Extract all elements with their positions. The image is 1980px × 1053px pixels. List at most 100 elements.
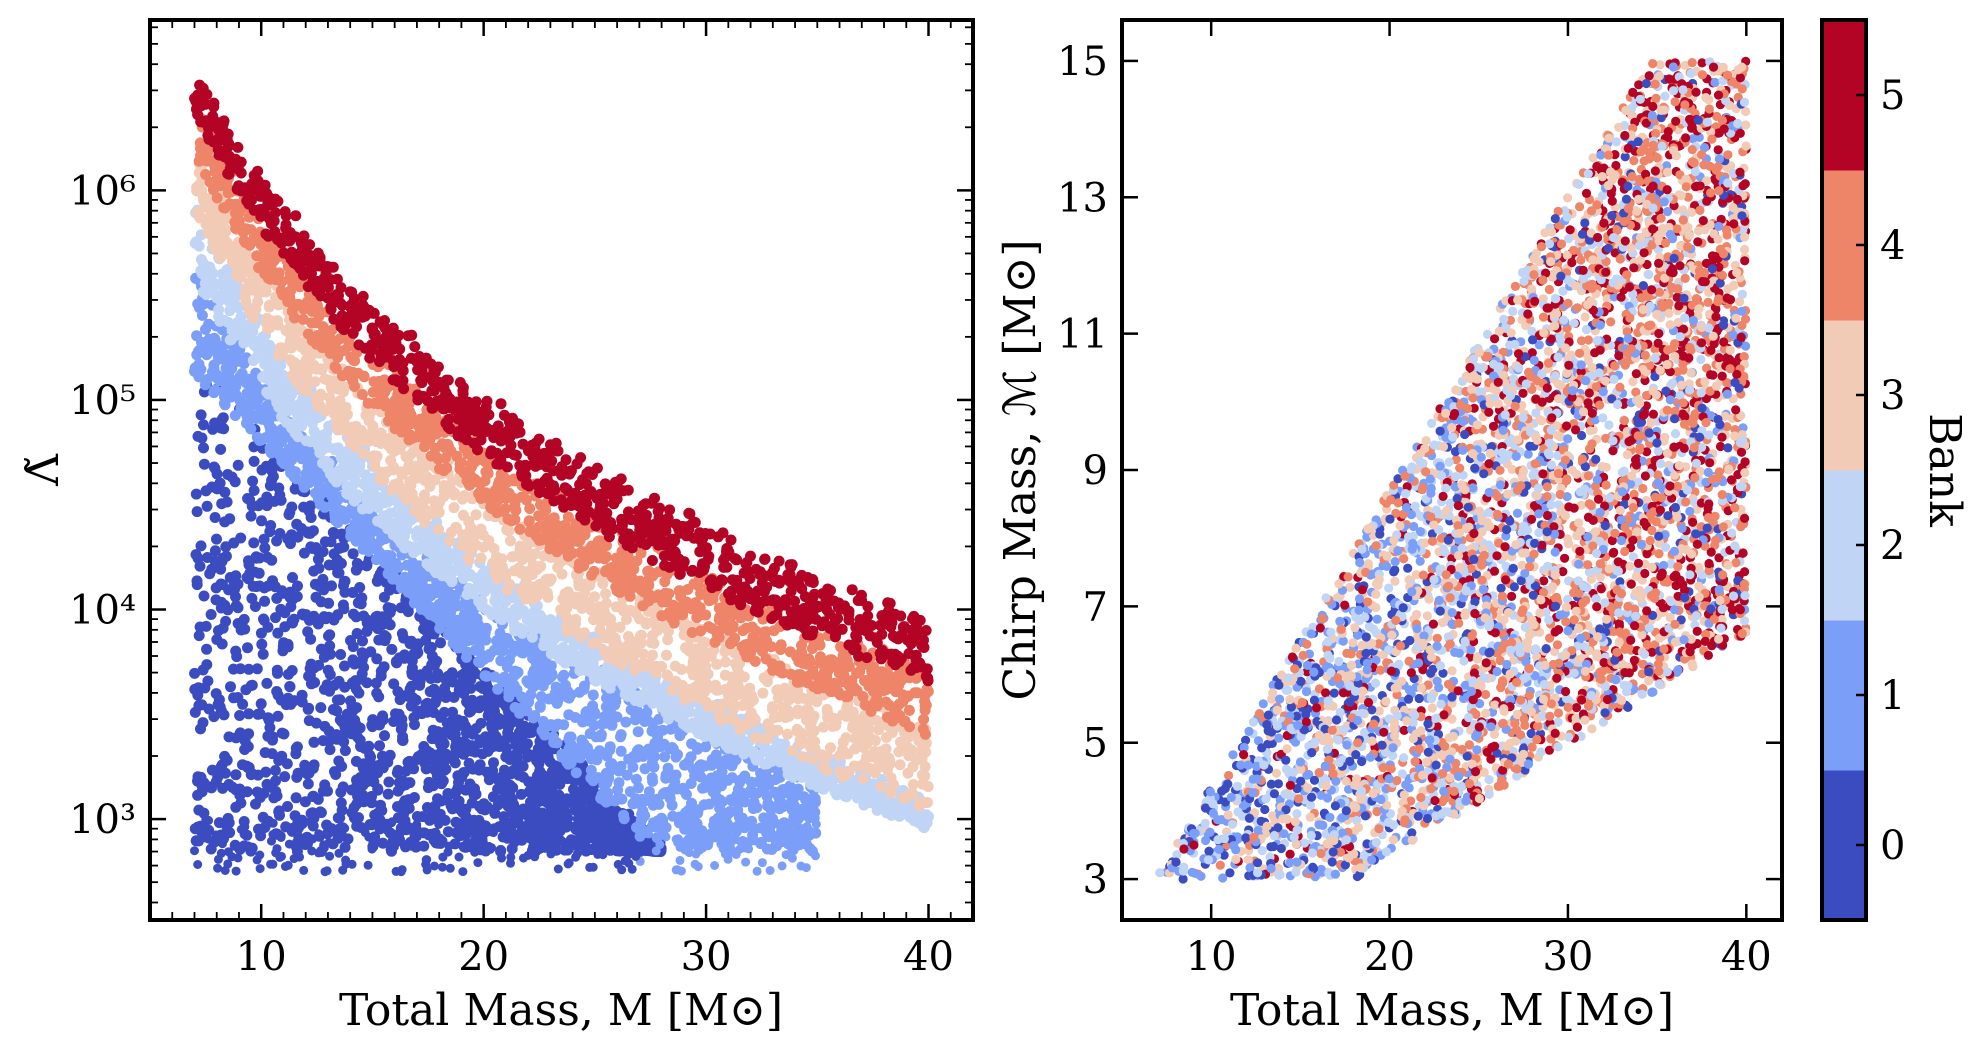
left-point-bank-3 — [418, 508, 430, 520]
left-point-bank-0 — [426, 650, 438, 662]
left-point-bank-2 — [248, 354, 259, 366]
left-point-bank-3 — [358, 448, 370, 460]
left-point-bank-0 — [328, 559, 340, 571]
left-point-bank-0 — [512, 759, 523, 771]
left-point-bank-0 — [219, 750, 231, 762]
left-point-bank-3 — [347, 433, 358, 445]
left-point-bank-1 — [621, 769, 633, 781]
left-point-bank-0 — [347, 654, 359, 666]
left-point-bank-0 — [299, 796, 311, 808]
left-point-bank-3 — [402, 464, 414, 476]
left-point-bank-0 — [434, 808, 446, 820]
left-point-bank-0 — [542, 751, 554, 762]
left-point-bank-2 — [402, 517, 414, 529]
left-point-bank-1 — [290, 441, 302, 452]
left-point-bank-1 — [606, 708, 618, 720]
left-point-bank-0 — [328, 614, 340, 626]
left-point-bank-1 — [632, 726, 644, 738]
left-point-bank-2 — [258, 371, 270, 383]
left-point-bank-3 — [818, 760, 830, 772]
left-point-bank-0 — [250, 552, 262, 564]
left-point-bank-1 — [615, 731, 626, 743]
left-point-bank-1 — [407, 557, 419, 569]
left-point-bank-0 — [255, 698, 267, 710]
left-point-bank-0 — [289, 810, 301, 822]
left-point-bank-1 — [558, 719, 570, 731]
left-point-bank-1 — [527, 667, 539, 679]
left-point-bank-1 — [458, 614, 469, 625]
left-point-bank-3 — [315, 388, 327, 400]
left-point-bank-1 — [395, 582, 407, 594]
left-point-bank-0 — [331, 694, 343, 706]
left-point-bank-1 — [687, 763, 699, 775]
left-point-bank-0 — [305, 808, 317, 819]
left-point-bank-2 — [723, 742, 735, 754]
left-point-bank-1 — [632, 782, 644, 794]
left-point-bank-3 — [885, 785, 896, 797]
left-point-bank-0 — [420, 763, 432, 775]
left-point-bank-1 — [771, 772, 783, 784]
left-point-bank-1 — [706, 754, 718, 765]
left-point-bank-3 — [334, 395, 346, 407]
left-point-bank-2 — [337, 471, 349, 483]
left-point-bank-0 — [603, 826, 615, 837]
left-point-bank-0 — [208, 711, 220, 723]
left-point-bank-0 — [506, 807, 518, 819]
left-point-bank-0 — [273, 482, 285, 494]
left-point-bank-0 — [347, 548, 359, 560]
left-point-bank-0 — [302, 626, 314, 638]
left-point-bank-0 — [213, 625, 224, 637]
left-point-bank-0 — [264, 722, 276, 734]
left-point-bank-0 — [302, 703, 314, 715]
left-point-bank-3 — [463, 552, 474, 564]
left-point-bank-1 — [276, 455, 288, 467]
left-point-bank-0 — [273, 806, 285, 818]
left-point-bank-2 — [883, 800, 895, 812]
left-point-bank-0 — [410, 694, 422, 706]
left-point-bank-0 — [198, 458, 210, 470]
left-point-bank-0 — [305, 512, 317, 523]
left-point-bank-0 — [272, 627, 284, 639]
left-point-bank-1 — [430, 582, 442, 594]
left-point-bank-1 — [587, 689, 599, 701]
left-point-bank-3 — [621, 614, 632, 625]
left-point-bank-1 — [385, 550, 397, 562]
left-point-bank-0 — [465, 674, 477, 686]
left-point-bank-1 — [194, 302, 205, 314]
left-point-bank-0 — [276, 727, 288, 739]
left-point-bank-3 — [803, 694, 815, 706]
left-point-bank-1 — [744, 787, 755, 799]
left-point-bank-0 — [469, 746, 481, 758]
left-point-bank-3 — [705, 650, 717, 662]
left-point-bank-3 — [719, 669, 731, 681]
left-point-bank-0 — [527, 750, 539, 762]
left-point-bank-1 — [542, 661, 554, 673]
left-point-bank-0 — [379, 730, 390, 742]
left-point-bank-0 — [250, 798, 261, 810]
left-point-bank-0 — [351, 558, 363, 569]
left-point-bank-3 — [706, 681, 718, 693]
left-point-bank-1 — [319, 501, 331, 513]
left-point-bank-0 — [201, 500, 213, 512]
left-point-bank-3 — [720, 656, 731, 668]
left-point-bank-0 — [488, 804, 500, 816]
left-point-bank-0 — [465, 701, 477, 713]
left-point-bank-0 — [192, 689, 204, 701]
left-point-bank-0 — [536, 741, 548, 752]
left-point-bank-3 — [724, 713, 735, 724]
left-point-bank-0 — [216, 414, 228, 426]
left-point-bank-0 — [201, 552, 213, 563]
left-point-bank-0 — [244, 494, 256, 506]
left-point-bank-0 — [204, 568, 216, 580]
left-point-bank-0 — [215, 563, 227, 575]
left-point-bank-2 — [205, 265, 217, 277]
left-point-bank-0 — [261, 677, 273, 689]
left-point-bank-0 — [269, 765, 281, 776]
left-point-bank-0 — [191, 506, 203, 518]
left-point-bank-0 — [206, 782, 217, 794]
left-point-bank-2 — [638, 689, 650, 701]
left-point-bank-3 — [219, 235, 231, 247]
left-point-bank-0 — [303, 527, 315, 539]
left-point-bank-3 — [600, 588, 611, 600]
left-point-bank-3 — [573, 576, 585, 588]
